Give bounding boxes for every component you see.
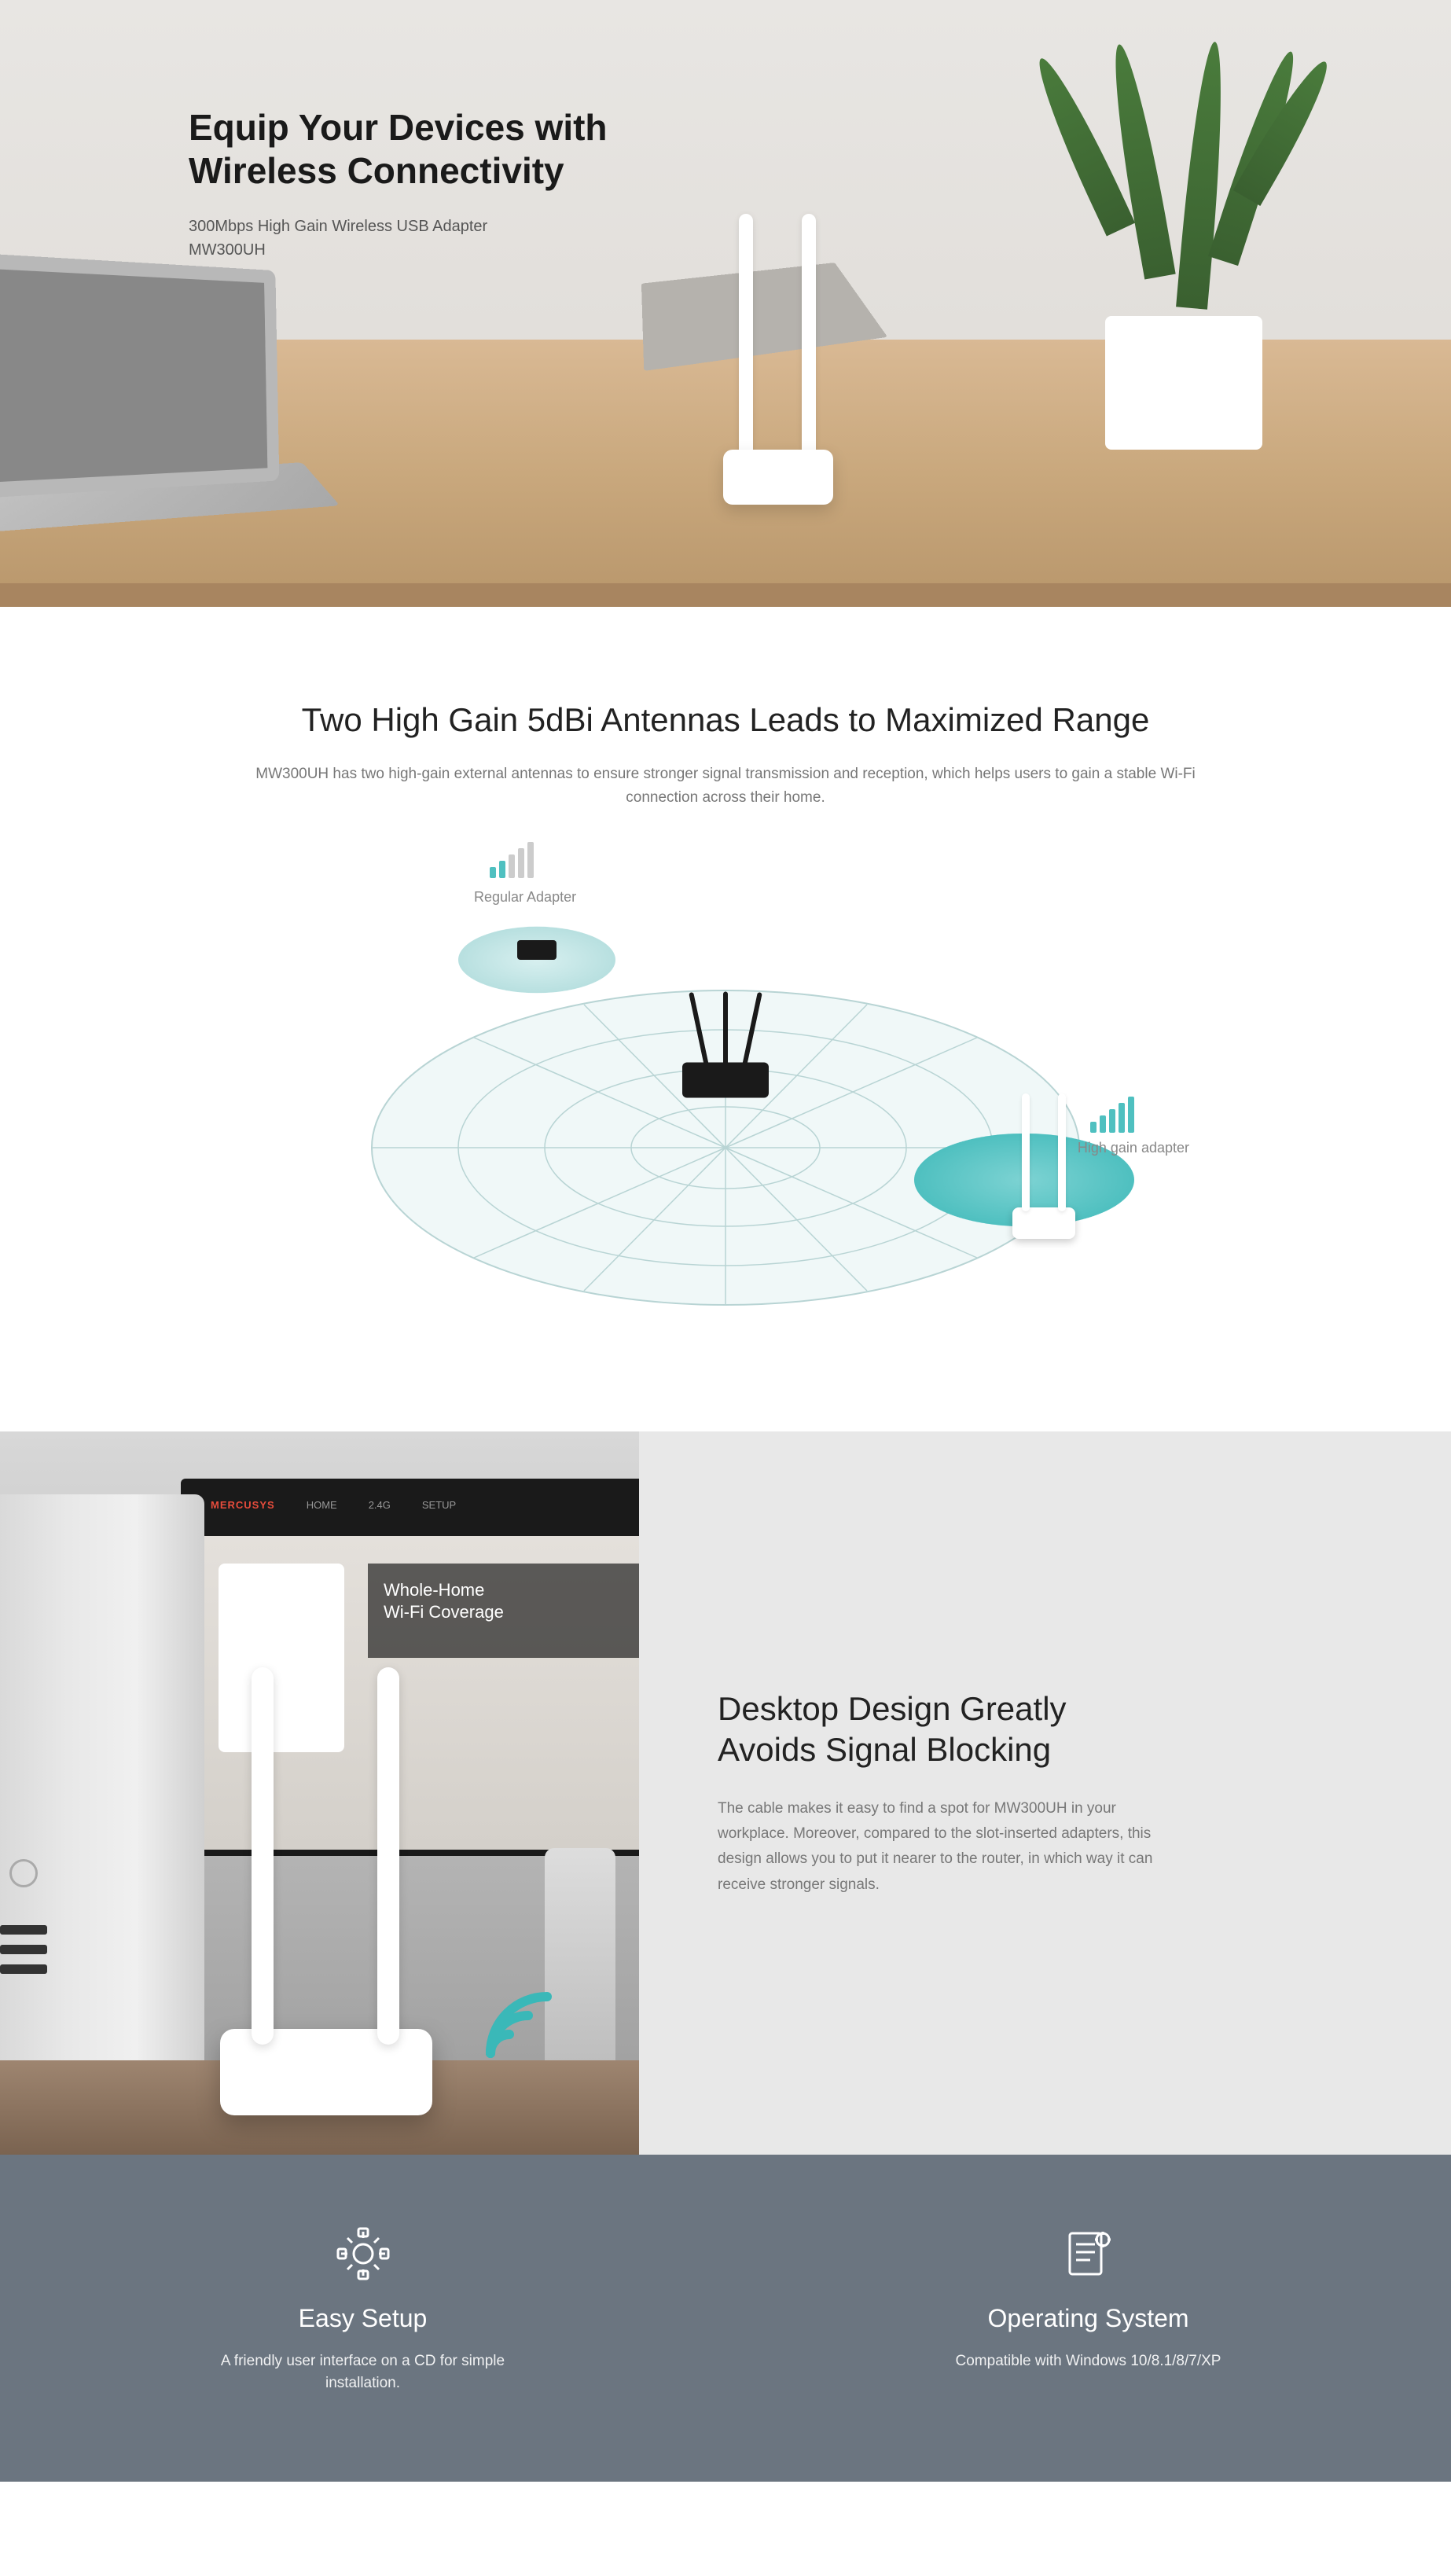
plant-pot: [1105, 316, 1262, 450]
antenna-2: [377, 1667, 399, 2045]
feature-title: Easy Setup: [0, 2304, 726, 2333]
hero-title-line1: Equip Your Devices with: [189, 107, 608, 148]
laptop-screen: [0, 252, 279, 501]
antenna-1: [252, 1667, 274, 2045]
monitor-adapter-image: [219, 1564, 344, 1752]
monitor-illustration: MERCUSYS HOME 2.4G SETUP Whole-Home Wi-F…: [181, 1479, 639, 1856]
high-gain-adapter-illustration: [1012, 1207, 1075, 1239]
monitor-headline: Whole-Home Wi-Fi Coverage: [384, 1579, 639, 1624]
desktop-text-panel: Desktop Design Greatly Avoids Signal Blo…: [639, 1431, 1451, 2155]
usb-slot: [0, 1945, 47, 1954]
adapter-hero-illustration: [723, 450, 833, 505]
monitor-content: Whole-Home Wi-Fi Coverage: [219, 1564, 639, 1752]
desktop-description: The cable makes it easy to find a spot f…: [718, 1796, 1158, 1898]
regular-signal-bars: [490, 842, 534, 878]
monitor-nav-item: SETUP: [422, 1499, 456, 1511]
laptop-illustration: [0, 261, 346, 560]
hero-section: Equip Your Devices with Wireless Connect…: [0, 0, 1451, 607]
monitor-nav-item: HOME: [307, 1499, 337, 1511]
feature-operating-system: Operating System Compatible with Windows…: [726, 2225, 1451, 2395]
gear-icon: [335, 2225, 391, 2282]
hero-title: Equip Your Devices with Wireless Connect…: [189, 106, 608, 193]
hero-text-block: Equip Your Devices with Wireless Connect…: [189, 106, 608, 262]
high-gain-adapter-label: High gain adapter: [1078, 1140, 1189, 1156]
hero-product-name: 300Mbps High Gain Wireless USB Adapter: [189, 218, 487, 235]
document-gear-icon: [1060, 2225, 1117, 2282]
monitor-nav: MERCUSYS HOME 2.4G SETUP: [211, 1499, 639, 1511]
pc-tower-illustration: [0, 1494, 204, 2155]
monitor-brand: MERCUSYS: [211, 1499, 275, 1511]
hero-title-line2: Wireless Connectivity: [189, 150, 564, 191]
router-illustration: [682, 1062, 769, 1097]
hero-model: MW300UH: [189, 241, 266, 259]
range-diagram: Regular Adapter High gain adapter: [254, 865, 1197, 1353]
adapter-base: [220, 2029, 432, 2115]
wifi-signal-icon: [472, 1978, 566, 2076]
range-section: Two High Gain 5dBi Antennas Leads to Max…: [0, 607, 1451, 1431]
regular-adapter-label: Regular Adapter: [474, 889, 576, 906]
regular-coverage-disc: [458, 927, 615, 994]
usb-slot: [0, 1925, 47, 1935]
feature-easy-setup: Easy Setup A friendly user interface on …: [0, 2225, 726, 2395]
desktop-photo-panel: MERCUSYS HOME 2.4G SETUP Whole-Home Wi-F…: [0, 1431, 639, 2155]
antenna-1: [739, 214, 753, 465]
feature-description: A friendly user interface on a CD for si…: [214, 2350, 512, 2395]
desk-edge: [0, 583, 1451, 607]
range-description: MW300UH has two high-gain external anten…: [254, 763, 1197, 810]
monitor-text-block: Whole-Home Wi-Fi Coverage: [368, 1564, 639, 1658]
desktop-design-section: MERCUSYS HOME 2.4G SETUP Whole-Home Wi-F…: [0, 1431, 1451, 2155]
foreground-adapter-illustration: [220, 2029, 432, 2115]
feature-title: Operating System: [726, 2304, 1451, 2333]
adapter-base: [723, 450, 833, 505]
hero-subtitle: 300Mbps High Gain Wireless USB Adapter M…: [189, 215, 608, 262]
desktop-title-line2: Avoids Signal Blocking: [718, 1731, 1051, 1768]
desktop-title: Desktop Design Greatly Avoids Signal Blo…: [718, 1689, 1357, 1771]
usb-slot: [0, 1964, 47, 1974]
antenna-2: [802, 214, 816, 465]
high-gain-signal-bars: [1090, 1097, 1134, 1133]
range-title: Two High Gain 5dBi Antennas Leads to Max…: [0, 701, 1451, 739]
regular-adapter-illustration: [517, 940, 557, 960]
plant-leaves: [1074, 41, 1294, 324]
power-button-icon: [9, 1859, 38, 1887]
feature-description: Compatible with Windows 10/8.1/8/7/XP: [939, 2350, 1238, 2373]
desktop-title-line1: Desktop Design Greatly: [718, 1690, 1067, 1727]
monitor-nav-item: 2.4G: [369, 1499, 391, 1511]
features-footer: Easy Setup A friendly user interface on …: [0, 2155, 1451, 2482]
